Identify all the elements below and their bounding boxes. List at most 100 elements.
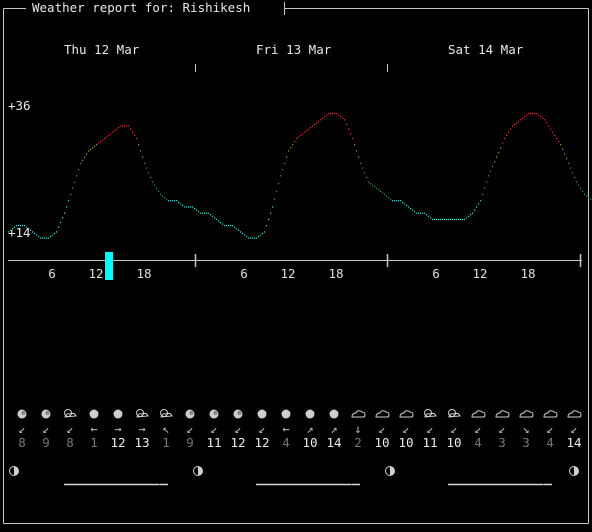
wind-speed: 14	[566, 435, 581, 450]
temperature-point	[376, 187, 378, 189]
sun-icon	[257, 409, 267, 419]
temperature-point	[176, 200, 178, 202]
wind-speed: 4	[546, 435, 554, 450]
temperature-point	[422, 212, 424, 214]
wind-direction-arrow: ←	[282, 422, 289, 436]
temperature-point	[286, 156, 288, 158]
hour-tick-label: 6	[240, 266, 248, 281]
temperature-point	[552, 131, 554, 133]
temperature-point	[340, 116, 342, 118]
temperature-point	[414, 211, 416, 213]
temperature-point	[572, 172, 574, 174]
temp-max-label: +36	[8, 98, 31, 113]
temperature-point	[192, 206, 194, 208]
temperature-point	[276, 190, 278, 192]
wind-speed: 2	[354, 435, 362, 450]
temperature-point	[586, 195, 588, 197]
forecast-slot: ↙12	[230, 409, 246, 450]
temperature-point	[186, 206, 188, 208]
temperature-point	[316, 122, 318, 124]
wind-direction-arrow: ↙	[210, 422, 217, 436]
wind-speed: 10	[398, 435, 413, 450]
temperature-point	[210, 214, 212, 216]
wind-direction-arrow: ↘	[522, 422, 529, 436]
temperature-point	[156, 187, 158, 189]
temperature-point	[440, 218, 442, 220]
temperature-point	[374, 186, 376, 188]
temperature-point	[58, 226, 60, 228]
temperature-point	[562, 148, 564, 150]
temperature-point	[480, 200, 482, 202]
temperature-point	[108, 134, 110, 136]
temperature-point	[82, 159, 84, 161]
cloudy-moon-icon	[64, 409, 77, 418]
temperature-point	[246, 235, 248, 238]
wind-speed: 11	[206, 435, 221, 450]
partly-cloudy-icon	[399, 410, 414, 418]
temperature-point	[310, 127, 312, 129]
temperature-point	[252, 237, 254, 239]
temperature-point	[462, 218, 464, 220]
wind-direction-arrow: ↙	[234, 422, 241, 436]
temperature-point	[256, 237, 258, 239]
wind-speed: 12	[230, 435, 245, 450]
temperature-point	[446, 218, 448, 220]
forecast-slot: ↙12	[254, 409, 270, 450]
temperature-point	[388, 197, 390, 199]
forecast-slot: ↙10	[398, 410, 414, 450]
temperature-point	[86, 153, 88, 155]
temperature-point	[450, 218, 452, 220]
temperature-point	[384, 193, 386, 196]
wind-speed: 9	[186, 435, 194, 450]
temperature-point	[300, 134, 302, 136]
wind-speed: 10	[446, 435, 461, 450]
temperature-point	[146, 167, 148, 169]
wind-speed: 1	[162, 435, 170, 450]
temperature-point	[198, 211, 200, 213]
temperature-point	[66, 206, 68, 208]
temperature-point	[504, 137, 506, 140]
temperature-point	[74, 181, 76, 183]
forecast-slot: ↙11	[422, 409, 438, 450]
wind-direction-arrow: ↙	[402, 422, 409, 436]
temperature-point	[46, 237, 48, 239]
temperature-point	[200, 212, 202, 214]
temperature-point	[570, 167, 572, 169]
forecast-slot: ←1	[89, 409, 99, 450]
temperature-point	[528, 113, 530, 115]
temperature-point	[362, 167, 364, 169]
temperature-point	[352, 137, 354, 140]
temperature-point	[354, 144, 356, 146]
temperature-point	[460, 218, 462, 220]
temperature-point	[492, 165, 494, 168]
forecast-slot: ↙10	[446, 409, 462, 450]
temperature-point	[306, 130, 308, 132]
wind-direction-arrow: →	[138, 422, 145, 436]
temperature-point	[18, 225, 20, 227]
temperature-point	[360, 162, 362, 164]
hour-tick-label: 12	[280, 266, 295, 281]
temperature-point	[494, 161, 496, 163]
temperature-point	[142, 156, 144, 158]
temperature-point	[114, 130, 116, 132]
half-moon-icon	[193, 466, 203, 476]
temperature-point	[390, 198, 392, 200]
wind-speed: 4	[474, 435, 482, 450]
temperature-point	[566, 158, 568, 160]
temperature-point	[174, 200, 176, 202]
forecast-slot: ↙14	[566, 410, 582, 450]
temperature-point	[130, 128, 132, 130]
temperature-point	[112, 131, 114, 133]
temperature-point	[408, 206, 410, 208]
hour-tick-label: 18	[328, 266, 343, 281]
wind-speed: 3	[522, 435, 530, 450]
temperature-point	[554, 134, 556, 136]
temperature-point	[78, 169, 80, 171]
temperature-point	[60, 221, 62, 224]
wind-speed: 10	[374, 435, 389, 450]
wind-speed: 9	[42, 435, 50, 450]
forecast-row: ↙8↙9↙8←1→12→13↖1↙9↙11↙12↙12←4↗10↗14↓2↙10…	[17, 409, 582, 450]
temperature-point	[530, 113, 532, 115]
partly-cloudy-icon	[471, 410, 486, 418]
hour-tick-label: 12	[472, 266, 487, 281]
